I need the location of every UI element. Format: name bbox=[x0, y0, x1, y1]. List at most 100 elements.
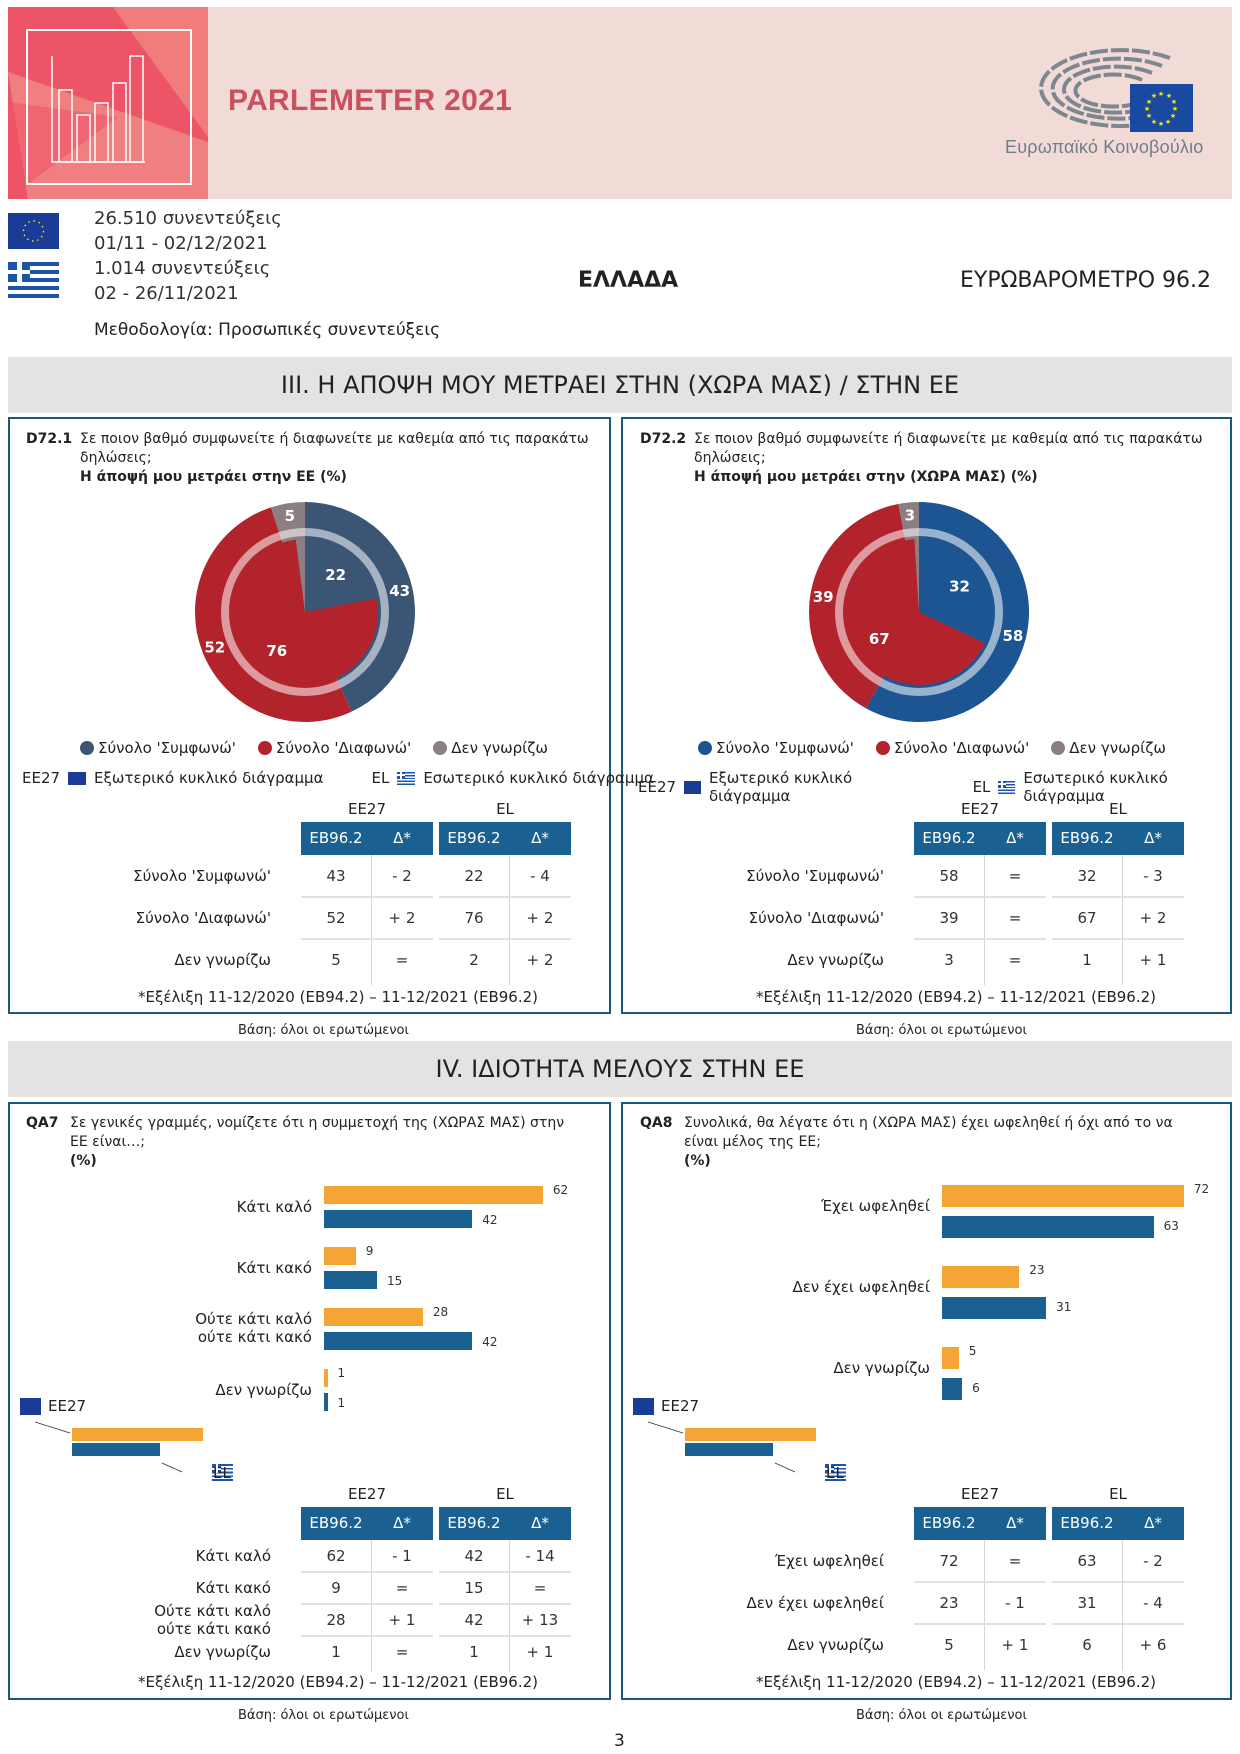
cell-ee27-value: 5 bbox=[944, 1636, 954, 1654]
cell-el-value: 63 bbox=[1077, 1552, 1097, 1570]
inner-slice-agree bbox=[919, 539, 992, 644]
cell-el-value: 67 bbox=[1077, 909, 1097, 927]
pie-ring-legend: ΕΕ27 Εξωτερικό κυκλικό διάγραμμα EL Εσωτ… bbox=[638, 769, 1240, 805]
legend-agree-swatch bbox=[698, 741, 712, 755]
cell-ee27-delta: = bbox=[1008, 951, 1022, 969]
column-header-delta: Δ* bbox=[1006, 829, 1024, 847]
svg-text:★: ★ bbox=[1172, 105, 1178, 113]
bar-ee27 bbox=[942, 1185, 1184, 1207]
bar-category-label: Κάτι κακό bbox=[236, 1259, 312, 1277]
cell-el-value: 15 bbox=[464, 1579, 484, 1597]
svg-text:★: ★ bbox=[1144, 105, 1150, 113]
group-header-el: EL bbox=[1109, 800, 1127, 818]
ee27-label: ΕΕ27 bbox=[638, 778, 677, 796]
ee27-label: ΕΕ27 bbox=[48, 1397, 87, 1415]
inner-slice-disagree bbox=[232, 539, 378, 685]
legend-dk-label: Δεν γνωρίζω bbox=[451, 739, 548, 757]
inner-pie-label: Εσωτερικό κυκλικό διάγραμμα bbox=[423, 769, 654, 787]
legend-dk-swatch bbox=[1051, 741, 1066, 755]
cell-ee27-value: 43 bbox=[326, 867, 346, 885]
panel-d72-2 bbox=[621, 417, 1232, 1014]
inner-slice-dontknow bbox=[914, 539, 919, 612]
bar-value-el: 42 bbox=[482, 1213, 498, 1227]
eu-flag-icon bbox=[684, 780, 701, 794]
cell-el-delta: + 13 bbox=[521, 1611, 559, 1629]
column-header-delta: Δ* bbox=[393, 829, 411, 847]
sample-info: 26.510 συνεντεύξεις 01/11 - 02/12/2021 1… bbox=[94, 206, 282, 306]
pie-legend: Σύνολο 'Συμφωνώ' Σύνολο 'Διαφωνώ' Δεν γν… bbox=[80, 739, 548, 757]
row-divider bbox=[439, 938, 571, 940]
cell-el-delta: - 2 bbox=[1143, 1552, 1163, 1570]
question-unit: (%) bbox=[684, 1153, 711, 1169]
cell-ee27-value: 28 bbox=[326, 1611, 346, 1629]
bar-chart-qa7: Κάτι καλό 62 42 Κάτι κακό 9 15 Ούτε κάτι καλό ο… bbox=[8, 1170, 611, 1411]
el-label: EL bbox=[972, 778, 991, 796]
eu-flag-icon bbox=[68, 771, 87, 785]
table-header-ee27 bbox=[914, 1507, 1046, 1540]
group-header-el: EL bbox=[496, 1485, 514, 1503]
row-divider bbox=[914, 1581, 1046, 1583]
column-divider bbox=[1122, 1540, 1123, 1670]
cell-ee27-delta: - 1 bbox=[1005, 1594, 1025, 1612]
base-note: Βάση: όλοι οι ερωτώμενοι bbox=[856, 1023, 1027, 1038]
bar-value-ee27: 72 bbox=[1193, 1182, 1210, 1196]
page-number: 3 bbox=[614, 1731, 625, 1751]
question-body: Σε ποιον βαθμό συμφωνείτε ή διαφωνείτε μ… bbox=[80, 431, 589, 466]
bar-value-el: 1 bbox=[337, 1396, 346, 1410]
table-header-ee27 bbox=[301, 1507, 433, 1540]
row-divider bbox=[914, 938, 1046, 940]
panel-qa7 bbox=[8, 1102, 611, 1700]
row-divider bbox=[301, 896, 433, 898]
cell-el-value: 1 bbox=[1082, 951, 1092, 969]
cell-ee27-value: 39 bbox=[939, 909, 959, 927]
legend-disagree-label: Σύνολο 'Διαφωνώ' bbox=[275, 739, 412, 757]
eu-interviews: 26.510 συνεντεύξεις bbox=[94, 208, 282, 229]
inner-slice-agree bbox=[305, 539, 377, 612]
svg-text:★: ★ bbox=[1146, 112, 1152, 120]
ee27-swatch bbox=[72, 1428, 203, 1441]
svg-text:★: ★ bbox=[1158, 90, 1164, 98]
inner-label-disagree: 67 bbox=[869, 630, 890, 648]
cell-ee27-delta: = bbox=[395, 1643, 409, 1661]
cell-ee27-delta: = bbox=[395, 951, 409, 969]
cell-el-delta: - 4 bbox=[530, 867, 550, 885]
question-text: Σε ποιον βαθμό συμφωνείτε ή διαφωνείτε μ… bbox=[80, 430, 590, 487]
table-row-label: Δεν έχει ωφεληθεί bbox=[746, 1594, 884, 1612]
column-divider bbox=[984, 855, 985, 985]
group-header-ee27: ΕΕ27 bbox=[960, 1485, 1000, 1503]
question-title: Η άποψή μου μετράει στην ΕΕ (%) bbox=[80, 469, 347, 485]
european-parliament-logo-icon: ★ ★★ ★★★ ★★★ ★★★ bbox=[1039, 48, 1193, 132]
section-heading-3: III. Η ΑΠΟΨΗ ΜΟΥ ΜΕΤΡΑΕΙ ΣΤΗΝ (ΧΩΡΑ ΜΑΣ)… bbox=[8, 357, 1232, 413]
table-row-label: Ούτε κάτι καλό ούτε κάτι κακό bbox=[154, 1602, 271, 1638]
svg-text:★: ★ bbox=[1166, 92, 1172, 100]
row-divider bbox=[301, 1571, 433, 1573]
cell-ee27-value: 5 bbox=[331, 951, 341, 969]
svg-text:★: ★ bbox=[1165, 118, 1171, 126]
bar-el bbox=[942, 1378, 963, 1400]
pie-ring-legend: ΕΕ27 Εξωτερικό κυκλικό διάγραμμα EL Εσωτ… bbox=[22, 769, 654, 787]
bar-el bbox=[942, 1216, 1154, 1238]
group-header-ee27: ΕΕ27 bbox=[347, 800, 387, 818]
survey-name: ΕΥΡΩΒΑΡΟΜΕΤΡΟ 96.2 bbox=[960, 268, 1212, 293]
cell-el-delta: + 2 bbox=[1139, 909, 1167, 927]
bar-category-label: Δεν γνωρίζω bbox=[833, 1359, 930, 1377]
cell-el-value: 2 bbox=[469, 951, 479, 969]
bar-value-el: 42 bbox=[482, 1335, 498, 1349]
table-row-label: Δεν γνωρίζω bbox=[174, 1643, 271, 1661]
table-header-el bbox=[439, 822, 571, 855]
cell-ee27-value: 72 bbox=[939, 1552, 959, 1570]
cell-el-delta: + 1 bbox=[1139, 951, 1167, 969]
cell-ee27-delta: = bbox=[1008, 867, 1022, 885]
column-divider bbox=[371, 1540, 372, 1672]
eu-flag-icon bbox=[8, 213, 59, 249]
table-header-ee27 bbox=[914, 822, 1046, 855]
column-divider bbox=[371, 855, 372, 985]
bar-el bbox=[324, 1393, 328, 1411]
row-divider bbox=[439, 1603, 571, 1605]
column-header-delta: Δ* bbox=[1006, 1514, 1024, 1532]
cell-el-value: 42 bbox=[464, 1547, 484, 1565]
evolution-note: *Εξέλιξη 11-12/2020 (EB94.2) – 11-12/202… bbox=[138, 988, 538, 1006]
table-row-label: Σύνολο 'Συμφωνώ' bbox=[133, 867, 271, 885]
bar-category-label: Ούτε κάτι καλό ούτε κάτι κακό bbox=[195, 1310, 312, 1346]
ee27-label: ΕΕ27 bbox=[22, 769, 61, 787]
